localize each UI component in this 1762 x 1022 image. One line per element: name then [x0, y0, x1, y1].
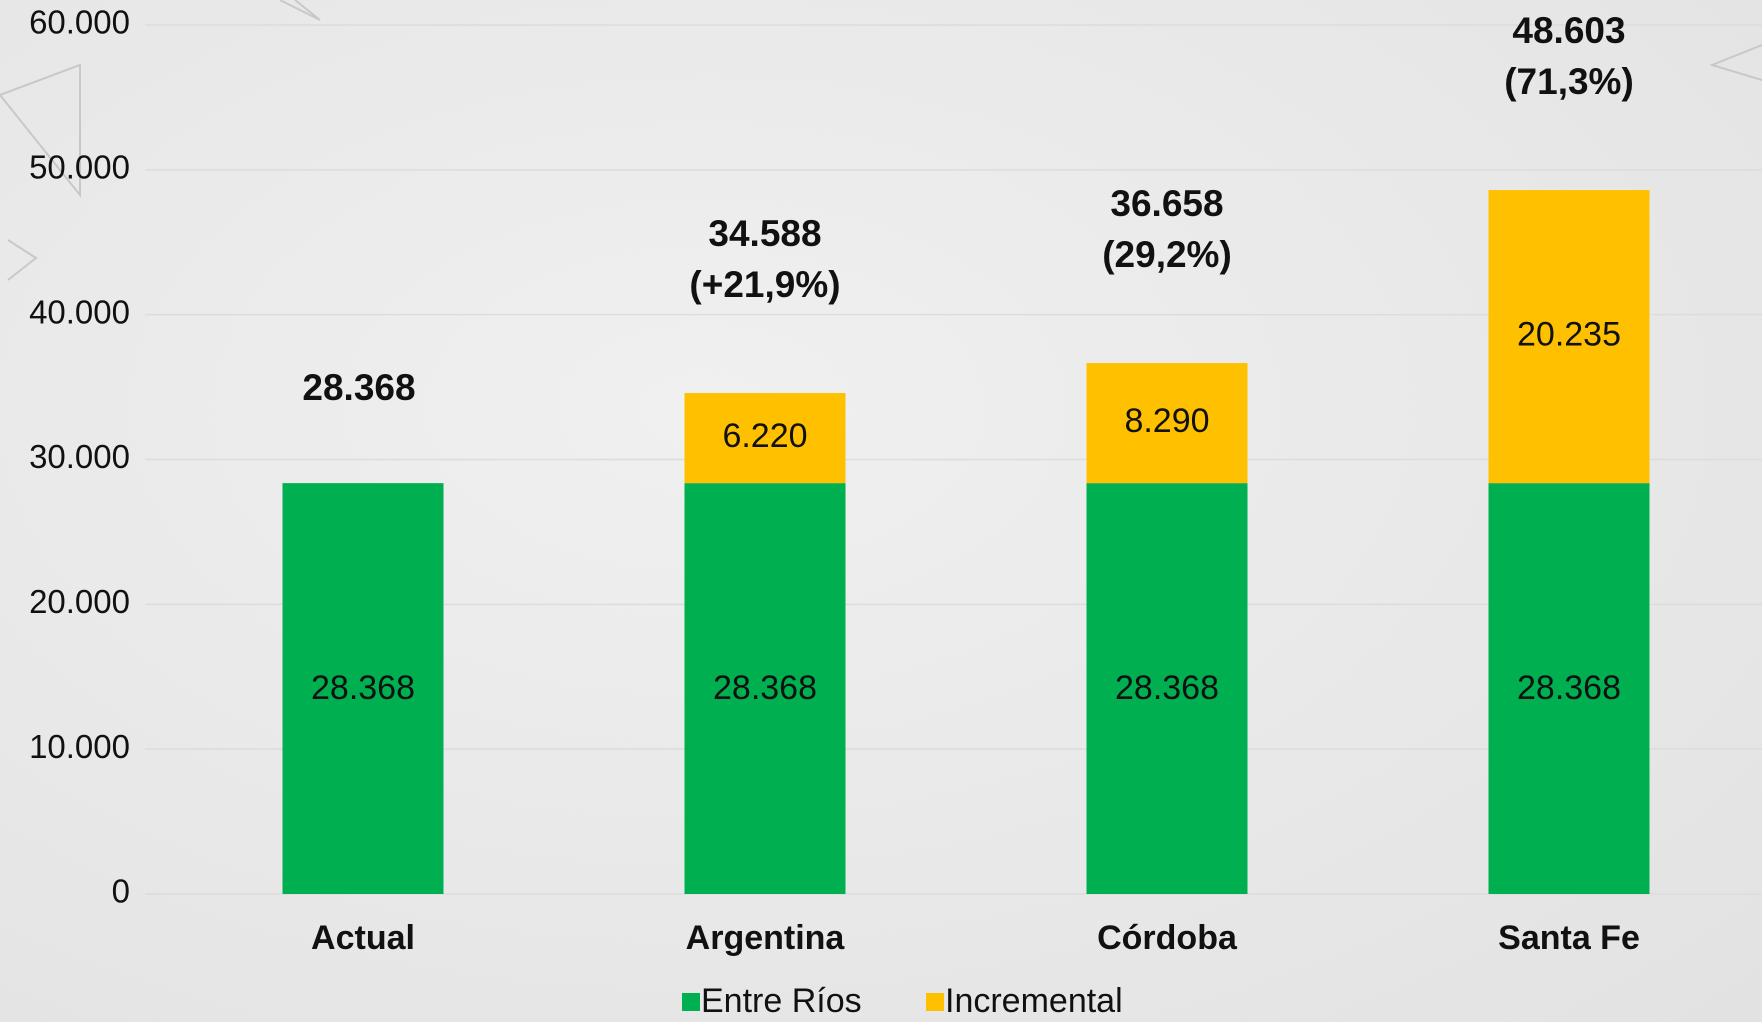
y-tick-label: 50.000 — [29, 149, 130, 186]
bar-segment — [1086, 363, 1248, 484]
change-label: (29,2%) — [1102, 234, 1232, 275]
bar-segment — [1086, 483, 1248, 894]
bar-segment — [282, 483, 444, 894]
y-tick-label: 10.000 — [29, 728, 130, 765]
bar-segment — [684, 393, 846, 484]
data-label: 6.220 — [722, 417, 807, 455]
y-tick-label: 30.000 — [29, 438, 130, 475]
y-tick-label: 0 — [112, 873, 130, 910]
background-decoration — [0, 0, 1762, 281]
legend-label: Incremental — [945, 982, 1123, 1020]
data-label: 28.368 — [713, 669, 817, 707]
x-tick-label: Actual — [311, 919, 415, 957]
data-label: 28.368 — [311, 669, 415, 707]
x-tick-label: Córdoba — [1097, 919, 1238, 957]
change-label: (71,3%) — [1504, 61, 1634, 102]
x-tick-label: Santa Fe — [1498, 919, 1640, 957]
y-tick-label: 40.000 — [29, 293, 130, 330]
legend-swatch — [682, 993, 700, 1011]
y-tick-label: 20.000 — [29, 583, 130, 620]
data-label: 28.368 — [1517, 669, 1621, 707]
total-label: 34.588 — [708, 213, 821, 254]
change-label: (+21,9%) — [689, 264, 840, 305]
legend-swatch — [926, 993, 944, 1011]
total-label: 28.368 — [302, 367, 415, 408]
data-label: 20.235 — [1517, 316, 1621, 354]
data-label: 28.368 — [1115, 669, 1219, 707]
bar-segment — [684, 483, 846, 894]
data-label: 8.290 — [1124, 402, 1209, 440]
x-tick-label: Argentina — [686, 919, 846, 957]
bar-segment — [1488, 190, 1650, 484]
bar-segment — [1488, 483, 1650, 894]
y-tick-label: 60.000 — [29, 4, 130, 41]
total-label: 36.658 — [1110, 183, 1223, 224]
legend-label: Entre Ríos — [701, 982, 862, 1020]
total-label: 48.603 — [1512, 10, 1625, 51]
